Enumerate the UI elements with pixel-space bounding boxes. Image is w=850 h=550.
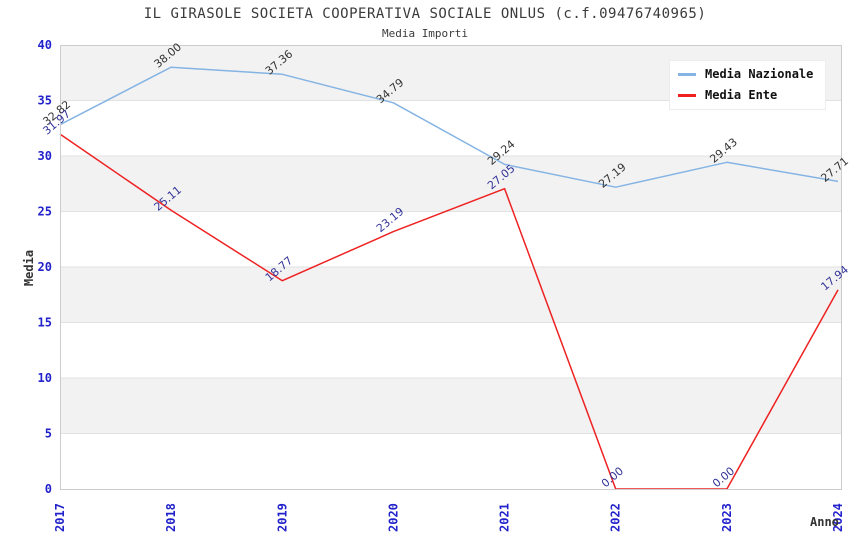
chart-title: IL GIRASOLE SOCIETA COOPERATIVA SOCIALE … bbox=[143, 6, 707, 22]
x-tick-label: 2023 bbox=[720, 503, 734, 532]
plot-band bbox=[60, 267, 841, 323]
y-tick-label: 25 bbox=[38, 205, 52, 219]
legend-label: Media Nazionale bbox=[705, 67, 814, 81]
x-tick-label: 2017 bbox=[53, 503, 67, 532]
legend: Media Nazionale Media Ente bbox=[669, 60, 827, 110]
media-nazionale-line-swatch bbox=[678, 72, 696, 76]
y-tick-label: 40 bbox=[38, 38, 52, 52]
series-line-media-nazionale bbox=[59, 66, 839, 188]
plot-band bbox=[60, 156, 841, 212]
y-tick-label: 0 bbox=[45, 482, 52, 496]
media-ente-line-swatch bbox=[678, 93, 696, 97]
x-tick-label: 2018 bbox=[164, 503, 178, 532]
x-tick-label: 2020 bbox=[386, 503, 400, 532]
y-tick-label: 5 bbox=[45, 427, 52, 441]
y-tick-label: 10 bbox=[38, 371, 52, 385]
x-axis-title: Anno bbox=[810, 515, 839, 529]
x-tick-label: 2021 bbox=[498, 503, 512, 532]
y-tick-label: 20 bbox=[38, 260, 52, 274]
y-tick-label: 30 bbox=[38, 149, 52, 163]
plot-border bbox=[60, 45, 842, 490]
y-tick-label: 35 bbox=[38, 94, 52, 108]
data-label: 0.00 bbox=[599, 464, 626, 490]
y-tick-label: 15 bbox=[38, 316, 52, 330]
x-tick-label: 2024 bbox=[831, 503, 845, 532]
data-label: 0.00 bbox=[710, 464, 737, 490]
y-axis-title: Media bbox=[22, 249, 36, 287]
chart-subtitle: Media Importi bbox=[381, 27, 469, 40]
x-tick-label: 2022 bbox=[609, 503, 623, 532]
legend-label: Media Ente bbox=[705, 88, 778, 102]
plot-band bbox=[60, 378, 841, 434]
legend-item-media-nazionale: Media Nazionale bbox=[678, 67, 813, 81]
x-tick-label: 2019 bbox=[275, 503, 289, 532]
legend-item-media-ente: Media Ente bbox=[678, 88, 813, 102]
